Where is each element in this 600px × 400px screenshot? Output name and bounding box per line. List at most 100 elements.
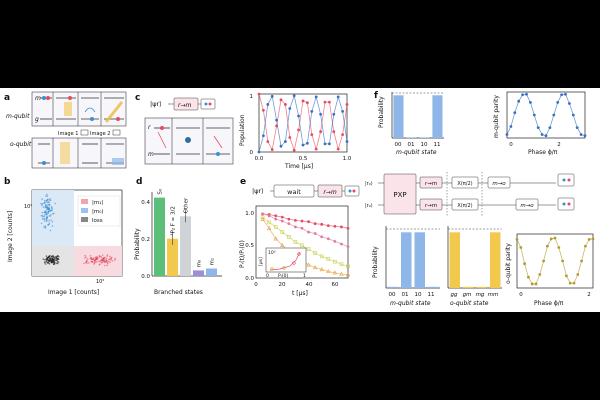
legend-m0: |m₀⟩: [92, 208, 104, 215]
f-top-parity-series: [505, 92, 587, 138]
level-g-label: g: [35, 116, 39, 123]
gate-x: [451, 176, 479, 189]
data-point: [323, 100, 327, 104]
m0-point: [50, 214, 52, 216]
legend-swatch-m1: [81, 199, 88, 204]
bar: [449, 232, 460, 288]
data-point: [346, 245, 350, 248]
data-point: [529, 100, 532, 104]
m1-point: [110, 259, 112, 261]
detector-icon: [344, 185, 360, 197]
m0-point: [51, 220, 54, 223]
m0-point: [49, 198, 52, 200]
data-point: [306, 262, 311, 267]
m1-point: [89, 255, 92, 257]
m0-point: [45, 195, 47, 197]
m0-point: [44, 226, 47, 228]
data-point: [310, 110, 314, 113]
inset-point: [292, 261, 296, 265]
panel-c-series: [257, 92, 349, 154]
panel-a-schematic: m-qubit o-qubit m g Image 1 Image 2: [6, 91, 127, 169]
atom-red: [68, 96, 72, 100]
loss-point: [53, 260, 55, 263]
data-point: [536, 126, 540, 130]
m1-point: [98, 263, 101, 266]
camera-icon: [112, 129, 121, 136]
data-point: [530, 282, 534, 286]
data-point: [534, 282, 538, 286]
data-point: [292, 148, 296, 152]
m1-point: [85, 256, 87, 258]
panel-e-psi: |ψr⟩: [252, 187, 264, 195]
bar: [180, 216, 191, 276]
bar: [476, 286, 487, 288]
x-tick: 2: [557, 142, 561, 148]
m0-point: [48, 203, 50, 206]
image2-label: Image 2: [90, 131, 110, 137]
data-point: [515, 238, 519, 241]
data-point: [333, 239, 337, 243]
detector-icon: [557, 197, 575, 211]
data-point: [345, 140, 349, 143]
data-point: [336, 95, 340, 99]
m0-point: [41, 204, 43, 206]
x-tick: 60: [332, 282, 339, 288]
m0-point: [41, 202, 44, 205]
m1-point: [94, 261, 97, 263]
m1-point: [114, 259, 116, 261]
data-point: [301, 99, 305, 103]
loss-point: [46, 258, 49, 261]
data-point: [273, 225, 278, 229]
loss-point: [56, 262, 58, 264]
m0-point: [42, 206, 45, 208]
loss-point: [57, 258, 59, 260]
data-point: [544, 134, 548, 138]
x-tick: 10²: [96, 279, 104, 285]
data-point: [314, 147, 318, 151]
bar: [414, 232, 425, 288]
f-top-bar-ylabel: Probability: [378, 96, 385, 128]
m1-point: [104, 256, 106, 259]
panel-label-c: c: [135, 93, 140, 103]
bar: [393, 95, 404, 138]
x-tick: 20: [279, 282, 286, 288]
m1-point: [90, 258, 92, 260]
data-point: [332, 130, 336, 134]
y-tick: 1: [250, 94, 254, 100]
data-point: [257, 150, 261, 154]
y-tick: 0: [250, 150, 254, 156]
transition-arrow: [157, 131, 167, 149]
gate-r-to-m-label: r→m: [323, 189, 336, 196]
gate-pxp: [383, 173, 417, 215]
m0-point: [51, 225, 54, 227]
bar: [490, 232, 501, 288]
m0-point: [50, 219, 52, 221]
x-tick: 0: [519, 292, 523, 298]
beam: [104, 101, 124, 123]
bar: [154, 197, 165, 276]
panel-e-ylabel: Pᵣ(t)/Pᵣ(0): [239, 240, 246, 268]
bar: [406, 137, 417, 138]
m0-point: [47, 211, 49, 213]
m0-point: [45, 200, 48, 202]
m1-point: [96, 261, 98, 263]
panel-label-b: b: [4, 177, 11, 187]
m0-point: [49, 199, 52, 202]
f-bottom-m-xlabel: m-qubit state: [390, 300, 431, 307]
x-tick: 2: [587, 292, 591, 298]
x-tick: 11: [434, 142, 441, 148]
f-top-bars: [393, 95, 443, 138]
data-point: [346, 226, 350, 230]
data-point: [320, 222, 324, 226]
panel-label-f: f: [374, 91, 378, 101]
data-point: [505, 133, 509, 136]
loss-point: [51, 257, 54, 260]
bar-label: ³P₂ F = 3/2: [170, 206, 177, 236]
loss-point: [52, 259, 55, 261]
data-point: [280, 230, 285, 234]
data-point: [287, 234, 291, 239]
o-qubit-label: o-qubit: [10, 141, 32, 148]
data-point: [575, 126, 579, 130]
m0-point: [46, 215, 48, 218]
data-point: [279, 98, 283, 102]
